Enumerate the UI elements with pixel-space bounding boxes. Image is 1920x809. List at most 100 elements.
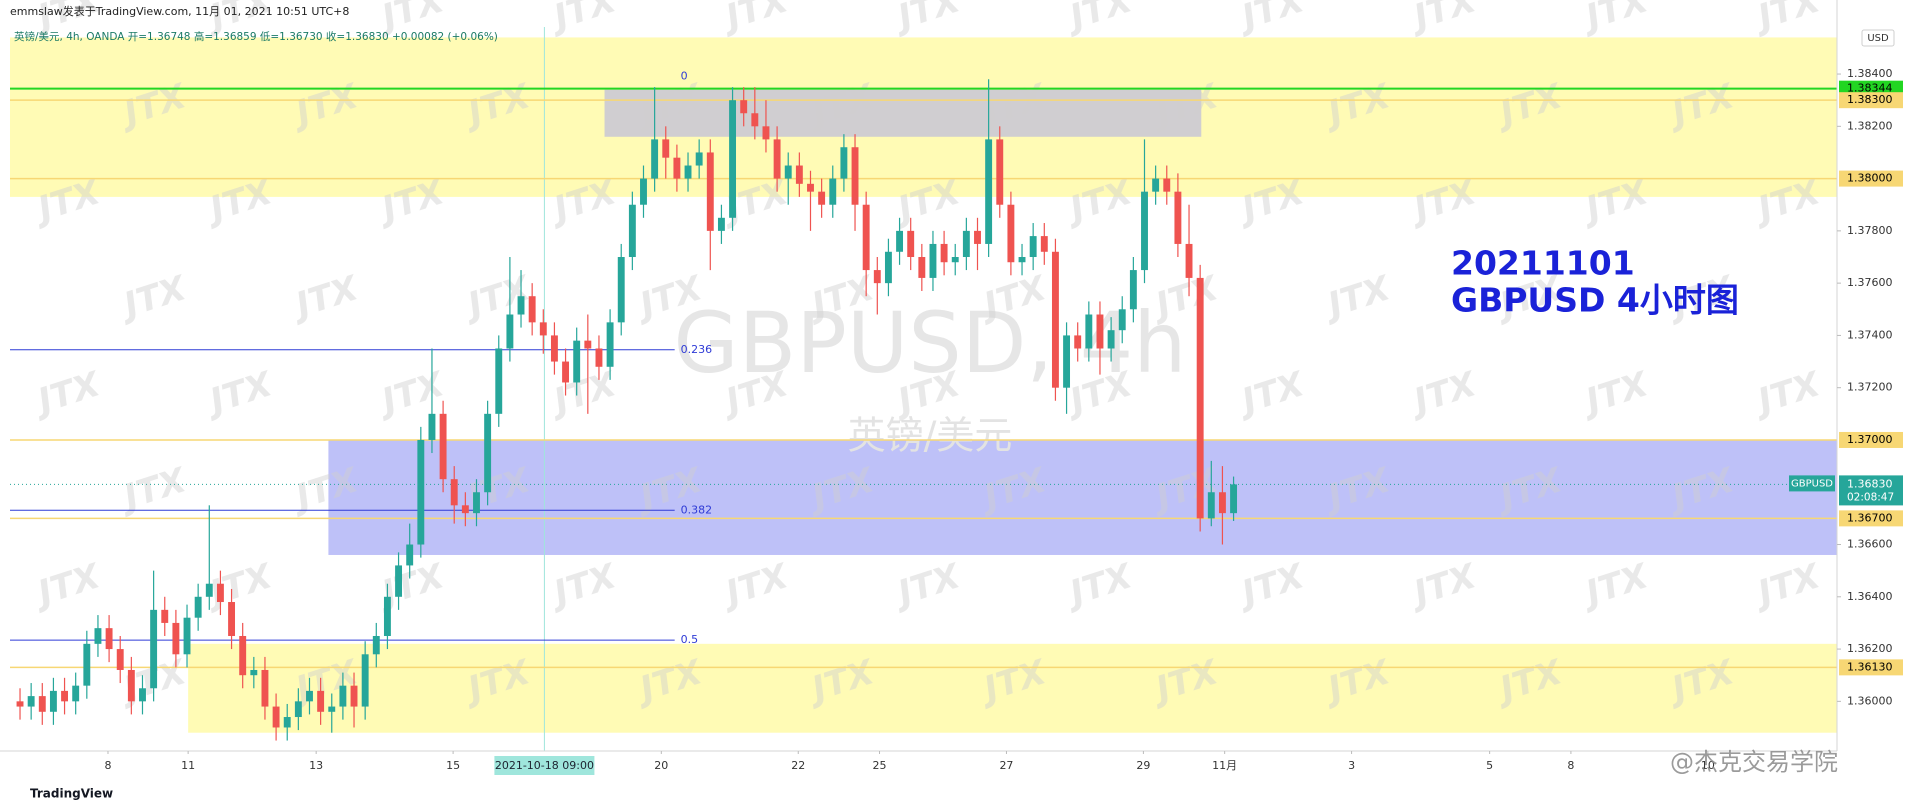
currency-box (1861, 29, 1895, 47)
candle-body (1029, 236, 1037, 258)
candle-body (1207, 492, 1215, 519)
y-tick-label: 1.36200 (1847, 642, 1893, 655)
candle-body (361, 654, 369, 707)
candle-body (183, 617, 191, 655)
candle-body (484, 413, 492, 493)
fib-label: 0.236 (681, 343, 713, 356)
candle-body (38, 696, 46, 712)
candle-body (606, 322, 614, 367)
candle-body (773, 139, 781, 179)
x-tick-label: 20 (654, 759, 668, 772)
candle-body (829, 178, 837, 205)
y-tick-label: 1.36600 (1847, 538, 1893, 551)
candle-body (417, 439, 425, 545)
time-axis-bg (0, 751, 1920, 809)
candle-body (550, 335, 558, 362)
candle-body (818, 191, 826, 205)
candle-body (717, 217, 725, 231)
zone (188, 643, 1838, 733)
level-price-label: 1.37000 (1847, 433, 1893, 446)
candle-body (328, 706, 336, 712)
candle-body (884, 251, 892, 284)
crosshair-label: 2021-10-18 09:00 (495, 759, 594, 772)
symbol-box (1789, 475, 1835, 492)
candle-body (127, 669, 135, 702)
x-tick-label: 11 (181, 759, 195, 772)
level-price-box (1839, 510, 1903, 527)
candle-body (372, 635, 380, 655)
candle-body (907, 230, 915, 258)
candle-body (640, 178, 647, 205)
x-tick-label: 8 (104, 759, 111, 772)
candle-body (974, 230, 981, 244)
x-tick-label: 5 (1486, 759, 1493, 772)
x-tick-label: 13 (309, 759, 323, 772)
candle-body (473, 492, 480, 514)
candle-body (740, 100, 748, 114)
candle-body (294, 701, 302, 718)
fib-label: 0 (681, 69, 688, 82)
candle-body (172, 622, 180, 655)
candle-body (684, 165, 692, 179)
candle-body (1063, 335, 1071, 388)
candle-body (1007, 204, 1015, 263)
symbol-label: GBPUSD (1791, 478, 1833, 489)
candle-body (49, 690, 57, 712)
candle-body (105, 628, 113, 650)
annotation: 20211101 (1451, 244, 1635, 283)
candle-body (439, 413, 447, 480)
candle-body (617, 257, 625, 323)
zones-layer (10, 37, 1838, 733)
candle-body (673, 157, 681, 179)
fib-label: 0.5 (681, 633, 699, 646)
level-price-box (1839, 170, 1903, 187)
candle-body (116, 649, 124, 670)
candle-body (350, 685, 358, 707)
candle-body (395, 565, 403, 597)
y-tick-label: 1.38200 (1847, 119, 1893, 132)
candle-body (807, 183, 814, 192)
footer-brand: TradingView (30, 787, 113, 801)
candle-body (61, 690, 69, 702)
author-line: emmslaw发表于TradingView.com, 11月 01, 2021 … (10, 4, 349, 18)
y-tick-label: 1.37200 (1847, 381, 1893, 394)
last-price-box (1839, 475, 1903, 506)
x-tick-label: 25 (873, 759, 887, 772)
candle-body (929, 243, 937, 278)
candle-body (383, 596, 391, 636)
currency: USD (1867, 33, 1889, 44)
lines-layer: 0 0.236 0.382 0.5 (10, 27, 1837, 751)
y-tick-label: 1.37800 (1847, 224, 1893, 237)
candle-body (784, 165, 792, 179)
level-price-label: 1.38300 (1847, 93, 1893, 106)
candle-body (1185, 243, 1193, 278)
y-tick-label: 1.38400 (1847, 67, 1893, 80)
level-price-label: 1.38344 (1847, 82, 1893, 95)
candle-body (228, 602, 236, 636)
candle-body (1085, 314, 1093, 349)
y-tick-label: 1.36400 (1847, 590, 1893, 603)
level-price-box (1839, 659, 1903, 676)
candle-body (706, 152, 714, 231)
candle-body (996, 139, 1004, 205)
candle-body (962, 230, 970, 258)
candle-body (1129, 270, 1137, 310)
candle-body (150, 609, 158, 689)
candle-body (272, 706, 280, 728)
candle-body (1118, 309, 1126, 331)
candle-body (317, 690, 325, 712)
candle-body (428, 413, 436, 440)
candle-body (1074, 335, 1082, 349)
candle-body (795, 165, 803, 184)
candle-body (1040, 236, 1048, 252)
footer-credit: @杰克交易学院 (1670, 748, 1838, 776)
candles-layer (16, 79, 1238, 741)
candle-body (840, 147, 848, 179)
candle-body (1152, 178, 1160, 192)
candle-body (940, 243, 948, 263)
candle-body (695, 152, 703, 166)
candle-body (851, 147, 859, 205)
x-tick-label: 3 (1348, 759, 1355, 772)
level-price-label: 1.36700 (1847, 511, 1893, 524)
